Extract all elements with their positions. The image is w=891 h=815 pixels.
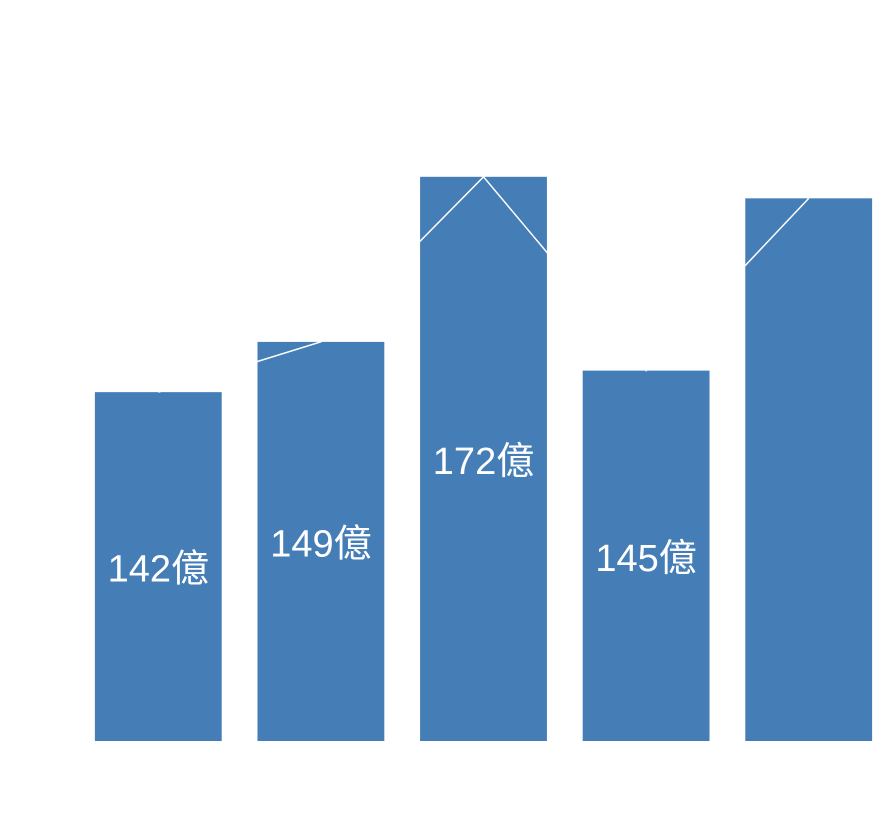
value-label: 142億 — [108, 549, 209, 591]
value-label: 149億 — [270, 523, 371, 565]
bar — [420, 176, 547, 741]
trend-line — [158, 175, 810, 393]
bar — [745, 198, 873, 742]
bar — [582, 370, 710, 741]
bar — [257, 341, 385, 741]
value-label: 145億 — [595, 538, 696, 580]
value-label: 172億 — [433, 441, 534, 483]
bar — [94, 392, 222, 741]
